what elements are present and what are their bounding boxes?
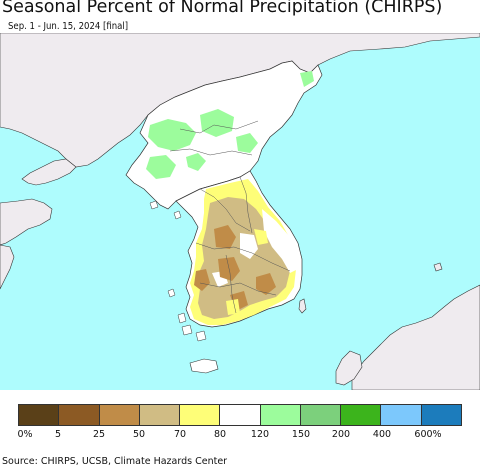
legend-swatch bbox=[99, 405, 140, 425]
legend-swatch bbox=[19, 405, 60, 425]
legend-swatch bbox=[300, 405, 342, 425]
japan-honshu bbox=[351, 284, 480, 390]
legend-swatch bbox=[220, 405, 261, 425]
legend-swatch bbox=[139, 405, 181, 425]
tsushima-island bbox=[298, 298, 307, 314]
source-credit: Source: CHIRPS, UCSB, Climate Hazards Ce… bbox=[2, 456, 228, 467]
north-korea-green-areas bbox=[146, 71, 314, 179]
japan-kyushu bbox=[335, 350, 363, 386]
north-korea bbox=[125, 60, 323, 210]
coastal-islands bbox=[149, 200, 207, 342]
jeju-island bbox=[189, 358, 219, 374]
legend-tick: 70 bbox=[173, 429, 187, 440]
legend-tick: 400 bbox=[372, 429, 392, 440]
precipitation-map bbox=[0, 33, 480, 390]
legend-swatch bbox=[341, 405, 382, 425]
legend-tick-labels: 0% 5 25 50 70 80 120 150 200 400 600% bbox=[0, 429, 480, 443]
liaodong-peninsula bbox=[21, 158, 77, 186]
legend-tick: 120 bbox=[250, 429, 270, 440]
legend-tick: 600% bbox=[414, 429, 442, 440]
legend-swatch bbox=[381, 405, 422, 425]
map-title: Seasonal Percent of Normal Precipitation… bbox=[2, 0, 443, 17]
map-subtitle: Sep. 1 - Jun. 15, 2024 [final] bbox=[8, 21, 129, 32]
south-korea-brown-areas bbox=[194, 225, 276, 311]
legend-swatch bbox=[421, 405, 461, 425]
china-east-coast bbox=[0, 244, 15, 290]
legend-tick: 80 bbox=[213, 429, 227, 440]
legend-tick: 150 bbox=[291, 429, 311, 440]
legend-swatch bbox=[180, 405, 221, 425]
legend-swatch bbox=[260, 405, 301, 425]
japan-island bbox=[433, 262, 443, 272]
legend-tick: 0% bbox=[17, 429, 33, 440]
province-borders bbox=[169, 120, 291, 314]
legend-swatch bbox=[59, 405, 100, 425]
legend-tick: 5 bbox=[54, 429, 62, 440]
color-legend bbox=[18, 404, 462, 426]
south-korea-yellow-patches bbox=[226, 229, 268, 315]
legend-tick: 50 bbox=[132, 429, 146, 440]
legend-tick: 200 bbox=[331, 429, 351, 440]
shandong-peninsula bbox=[0, 198, 53, 246]
legend-tick: 25 bbox=[92, 429, 106, 440]
